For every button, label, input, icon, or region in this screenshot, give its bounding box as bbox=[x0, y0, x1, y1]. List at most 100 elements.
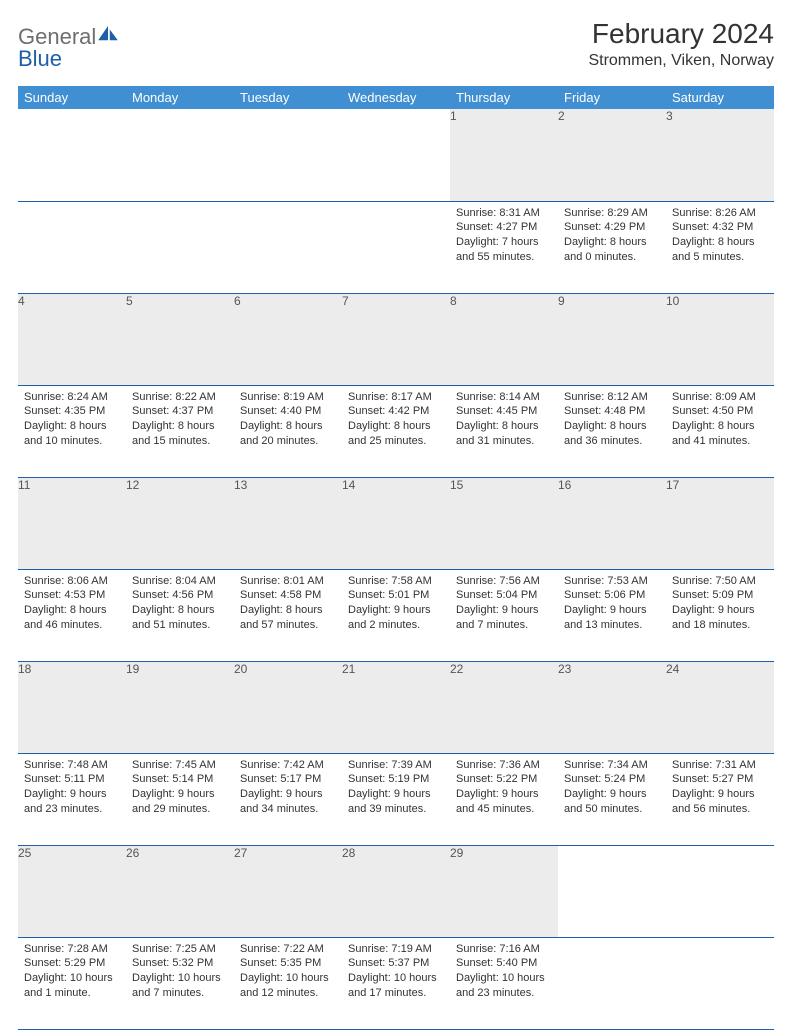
day-cell: Sunrise: 8:06 AMSunset: 4:53 PMDaylight:… bbox=[18, 569, 126, 661]
sunset-text: Sunset: 5:11 PM bbox=[24, 772, 120, 787]
day-number-cell: 16 bbox=[558, 477, 666, 569]
day-cell: Sunrise: 7:42 AMSunset: 5:17 PMDaylight:… bbox=[234, 753, 342, 845]
day-cell-body: Sunrise: 7:48 AMSunset: 5:11 PMDaylight:… bbox=[18, 754, 126, 823]
sunset-text: Sunset: 5:04 PM bbox=[456, 588, 552, 603]
day-cell-body: Sunrise: 7:39 AMSunset: 5:19 PMDaylight:… bbox=[342, 754, 450, 823]
sunset-text: Sunset: 4:35 PM bbox=[24, 404, 120, 419]
sunset-text: Sunset: 5:29 PM bbox=[24, 956, 120, 971]
day-cell: Sunrise: 7:53 AMSunset: 5:06 PMDaylight:… bbox=[558, 569, 666, 661]
day1-text: Daylight: 8 hours bbox=[672, 419, 768, 434]
sunset-text: Sunset: 5:06 PM bbox=[564, 588, 660, 603]
day-cell-body: Sunrise: 7:50 AMSunset: 5:09 PMDaylight:… bbox=[666, 570, 774, 639]
day2-text: and 23 minutes. bbox=[456, 986, 552, 1001]
brand-logo: GeneralBlue bbox=[18, 24, 118, 76]
sunset-text: Sunset: 4:50 PM bbox=[672, 404, 768, 419]
day-number-row: 45678910 bbox=[18, 293, 774, 385]
day-cell: Sunrise: 8:12 AMSunset: 4:48 PMDaylight:… bbox=[558, 385, 666, 477]
day-number-cell: 4 bbox=[18, 293, 126, 385]
sunrise-text: Sunrise: 7:56 AM bbox=[456, 574, 552, 589]
day2-text: and 7 minutes. bbox=[456, 618, 552, 633]
day-cell-body: Sunrise: 8:29 AMSunset: 4:29 PMDaylight:… bbox=[558, 202, 666, 271]
day-cell-body: Sunrise: 8:26 AMSunset: 4:32 PMDaylight:… bbox=[666, 202, 774, 271]
day-cell-body: Sunrise: 8:22 AMSunset: 4:37 PMDaylight:… bbox=[126, 386, 234, 455]
day-number-cell: 10 bbox=[666, 293, 774, 385]
sunrise-text: Sunrise: 8:06 AM bbox=[24, 574, 120, 589]
day-number-cell bbox=[558, 845, 666, 937]
brand-part2: Blue bbox=[18, 46, 62, 71]
day-number-cell: 25 bbox=[18, 845, 126, 937]
sunset-text: Sunset: 5:09 PM bbox=[672, 588, 768, 603]
sunrise-text: Sunrise: 8:09 AM bbox=[672, 390, 768, 405]
sunset-text: Sunset: 5:40 PM bbox=[456, 956, 552, 971]
sunrise-text: Sunrise: 7:34 AM bbox=[564, 758, 660, 773]
day2-text: and 36 minutes. bbox=[564, 434, 660, 449]
day-number-cell: 28 bbox=[342, 845, 450, 937]
day-cell-body: Sunrise: 8:04 AMSunset: 4:56 PMDaylight:… bbox=[126, 570, 234, 639]
day-cell-body: Sunrise: 7:45 AMSunset: 5:14 PMDaylight:… bbox=[126, 754, 234, 823]
week-row: Sunrise: 7:28 AMSunset: 5:29 PM Daylight:… bbox=[18, 937, 774, 1029]
sunrise-text: Sunrise: 7:28 AM bbox=[24, 942, 120, 957]
day-number-cell: 9 bbox=[558, 293, 666, 385]
day-cell bbox=[342, 201, 450, 293]
sunset-text: Sunset: 4:40 PM bbox=[240, 404, 336, 419]
day-cell-body: Sunrise: 8:31 AMSunset: 4:27 PMDaylight:… bbox=[450, 202, 558, 271]
day-number-cell: 1 bbox=[450, 109, 558, 201]
day2-text: and 25 minutes. bbox=[348, 434, 444, 449]
day2-text: and 7 minutes. bbox=[132, 986, 228, 1001]
day-cell-body: Sunrise: 8:24 AMSunset: 4:35 PMDaylight:… bbox=[18, 386, 126, 455]
day-cell: Sunrise: 7:34 AMSunset: 5:24 PMDaylight:… bbox=[558, 753, 666, 845]
day2-text: and 34 minutes. bbox=[240, 802, 336, 817]
day-cell bbox=[18, 201, 126, 293]
day-cell-body: Sunrise: 8:19 AMSunset: 4:40 PMDaylight:… bbox=[234, 386, 342, 455]
sunrise-text: Sunrise: 7:58 AM bbox=[348, 574, 444, 589]
day-cell-body: Sunrise: 7:36 AMSunset: 5:22 PMDaylight:… bbox=[450, 754, 558, 823]
day-cell-body: Sunrise: 8:17 AMSunset: 4:42 PMDaylight:… bbox=[342, 386, 450, 455]
day-cell-body: Sunrise: 7:53 AMSunset: 5:06 PMDaylight:… bbox=[558, 570, 666, 639]
weekday-header: Monday bbox=[126, 86, 234, 109]
day-number-cell: 22 bbox=[450, 661, 558, 753]
day1-text: Daylight: 8 hours bbox=[672, 235, 768, 250]
sunset-text: Sunset: 4:32 PM bbox=[672, 220, 768, 235]
day1-text: Daylight: 9 hours bbox=[348, 787, 444, 802]
day-number-cell: 3 bbox=[666, 109, 774, 201]
sunset-text: Sunset: 4:42 PM bbox=[348, 404, 444, 419]
day-cell: Sunrise: 8:24 AMSunset: 4:35 PMDaylight:… bbox=[18, 385, 126, 477]
day-cell bbox=[558, 937, 666, 1029]
sunset-text: Sunset: 4:58 PM bbox=[240, 588, 336, 603]
day-number-row: 2526272829 bbox=[18, 845, 774, 937]
day-cell-body: Sunrise: 7:28 AMSunset: 5:29 PMDaylight:… bbox=[18, 938, 126, 1007]
day-number-cell: 26 bbox=[126, 845, 234, 937]
sunset-text: Sunset: 5:14 PM bbox=[132, 772, 228, 787]
day-cell: Sunrise: 7:58 AMSunset: 5:01 PMDaylight:… bbox=[342, 569, 450, 661]
day-cell: Sunrise: 7:16 AMSunset: 5:40 PMDaylight:… bbox=[450, 937, 558, 1029]
day1-text: Daylight: 9 hours bbox=[672, 787, 768, 802]
day2-text: and 10 minutes. bbox=[24, 434, 120, 449]
day-cell: Sunrise: 8:22 AMSunset: 4:37 PMDaylight:… bbox=[126, 385, 234, 477]
sunset-text: Sunset: 4:27 PM bbox=[456, 220, 552, 235]
weekday-header: Friday bbox=[558, 86, 666, 109]
day2-text: and 31 minutes. bbox=[456, 434, 552, 449]
day1-text: Daylight: 8 hours bbox=[348, 419, 444, 434]
sunrise-text: Sunrise: 7:19 AM bbox=[348, 942, 444, 957]
day-cell-body: Sunrise: 7:56 AMSunset: 5:04 PMDaylight:… bbox=[450, 570, 558, 639]
month-title: February 2024 bbox=[588, 18, 774, 50]
day1-text: Daylight: 8 hours bbox=[240, 419, 336, 434]
day2-text: and 23 minutes. bbox=[24, 802, 120, 817]
day-cell: Sunrise: 7:48 AMSunset: 5:11 PMDaylight:… bbox=[18, 753, 126, 845]
weekday-header: Saturday bbox=[666, 86, 774, 109]
day1-text: Daylight: 8 hours bbox=[564, 419, 660, 434]
day-cell: Sunrise: 7:25 AMSunset: 5:32 PMDaylight:… bbox=[126, 937, 234, 1029]
day-number-cell: 23 bbox=[558, 661, 666, 753]
day2-text: and 18 minutes. bbox=[672, 618, 768, 633]
title-block: February 2024 Strommen, Viken, Norway bbox=[588, 18, 774, 70]
sunrise-text: Sunrise: 7:36 AM bbox=[456, 758, 552, 773]
day-number-cell: 21 bbox=[342, 661, 450, 753]
day1-text: Daylight: 10 hours bbox=[456, 971, 552, 986]
weekday-header: Thursday bbox=[450, 86, 558, 109]
sunrise-text: Sunrise: 8:01 AM bbox=[240, 574, 336, 589]
day-number-cell: 19 bbox=[126, 661, 234, 753]
sunrise-text: Sunrise: 7:31 AM bbox=[672, 758, 768, 773]
day-number-cell bbox=[234, 109, 342, 201]
day1-text: Daylight: 8 hours bbox=[132, 603, 228, 618]
day-cell: Sunrise: 7:45 AMSunset: 5:14 PMDaylight:… bbox=[126, 753, 234, 845]
